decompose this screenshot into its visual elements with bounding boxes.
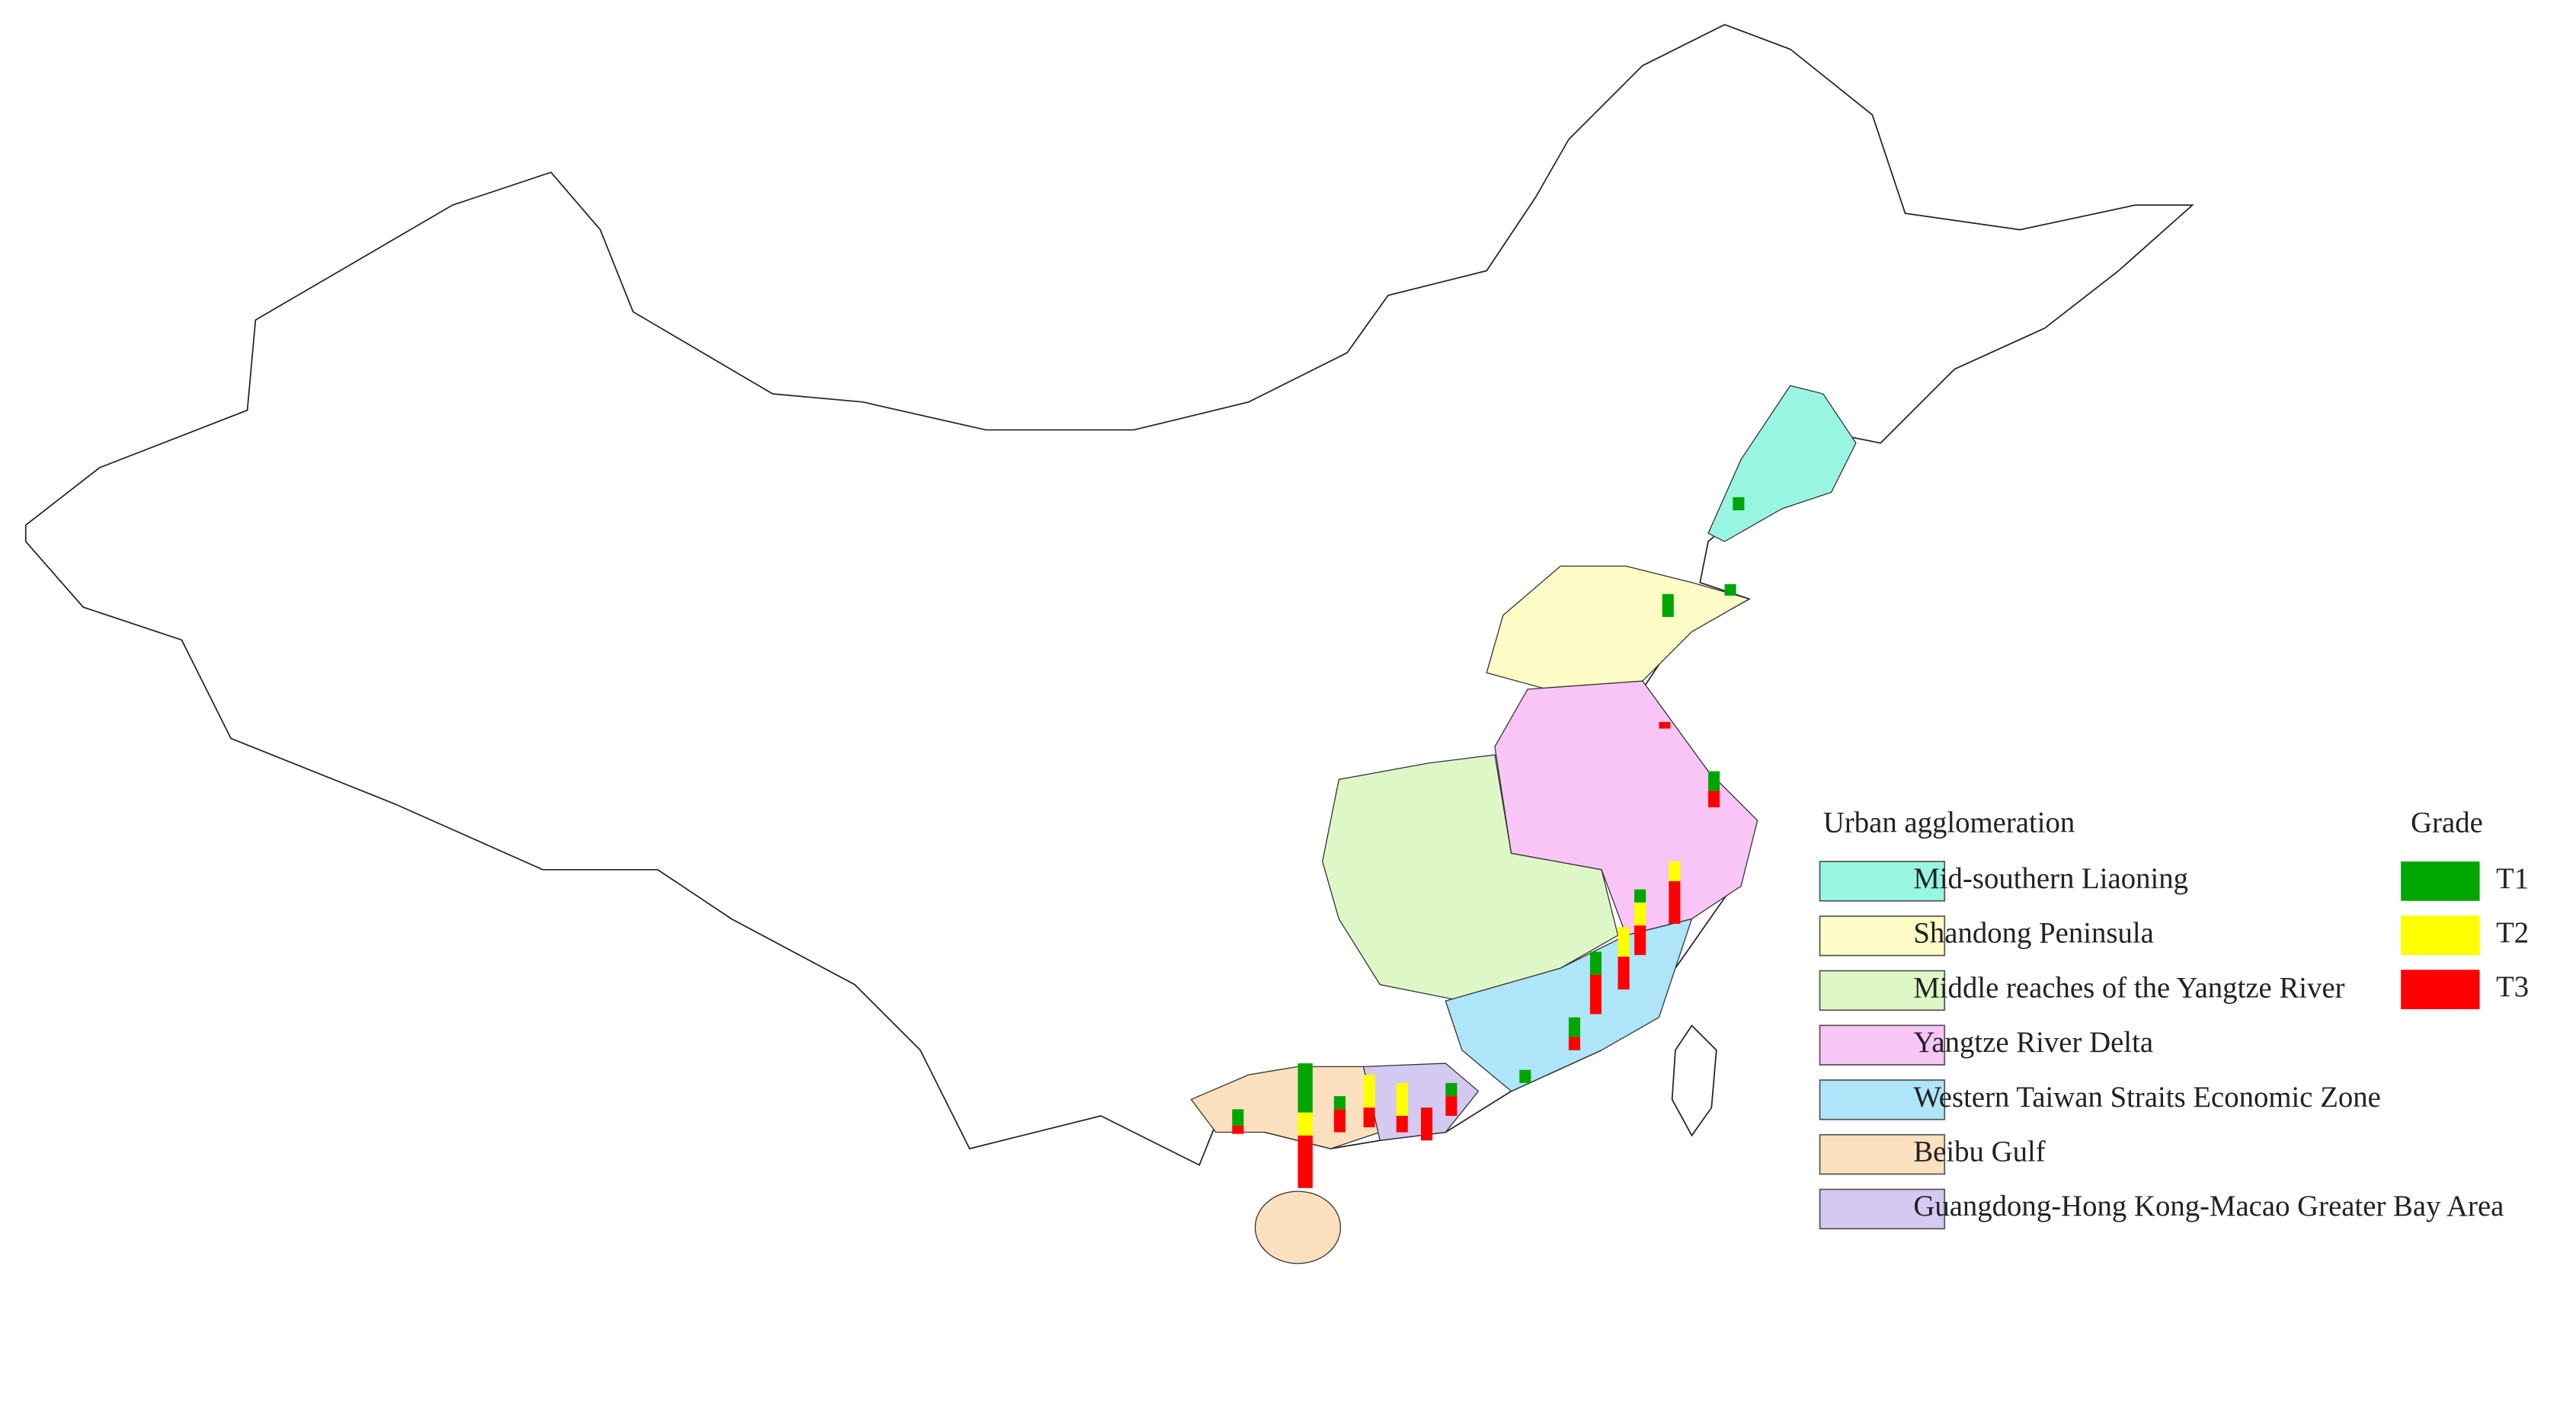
grade-bar (1733, 497, 1745, 511)
map (24, 24, 2194, 1264)
grade-bar (1232, 1109, 1244, 1126)
grade-bar (1669, 880, 1681, 924)
legend-swatch (1819, 1188, 1946, 1230)
grade-bar (1232, 1125, 1244, 1134)
grade-bar (1363, 1075, 1375, 1108)
legend-swatch (1819, 1024, 1946, 1066)
grade-bar (1659, 721, 1671, 729)
grade-bar (1724, 583, 1736, 596)
grade-bar (1634, 902, 1646, 926)
grade-bar (1396, 1082, 1408, 1116)
legend-label: Middle reaches of the Yangtze River (1913, 971, 2344, 1004)
grade-bar (1396, 1115, 1408, 1133)
legend-swatch (1819, 1133, 1946, 1175)
grade-bar (1568, 1037, 1580, 1050)
grade-bar (1589, 951, 1602, 975)
grade-label: T3 (2496, 970, 2529, 1003)
legend-swatch (1819, 970, 1946, 1012)
grade-bar (1669, 861, 1681, 881)
region-greater-bay (1362, 1063, 1480, 1142)
grade-swatch (2401, 916, 2480, 955)
legend-swatch (1819, 1079, 1946, 1120)
grade-bar (1445, 1096, 1458, 1116)
legend-label: Yangtze River Delta (1913, 1026, 2153, 1059)
grade-bar (1519, 1069, 1531, 1083)
region-liaoning (1707, 385, 1857, 542)
grade-bar (1634, 925, 1646, 955)
legend-label: Beibu Gulf (1913, 1136, 2045, 1168)
grade-bars (1232, 497, 1745, 1188)
grade-bar (1618, 927, 1630, 957)
grade-bar (1363, 1107, 1375, 1128)
grade-bar (1708, 791, 1720, 807)
grade-bar (1634, 889, 1646, 903)
grade-bar (1618, 957, 1630, 990)
grade-bar (1298, 1135, 1313, 1188)
grade-label: T2 (2496, 916, 2529, 949)
legend-label: Guangdong-Hong Kong-Macao Greater Bay Ar… (1913, 1190, 2504, 1222)
grade-bar (1568, 1017, 1580, 1037)
legend-swatch (1819, 861, 1946, 902)
taiwan (1671, 1024, 1717, 1137)
region-west-taiwan-straits (1445, 918, 1693, 1092)
grade-label: T1 (2496, 862, 2529, 895)
legend-swatch (1819, 915, 1946, 957)
grade-bar (1445, 1082, 1458, 1097)
legend-label: Shandong Peninsula (1913, 917, 2154, 950)
grade-bar (1333, 1096, 1346, 1110)
grade-bar (1298, 1112, 1313, 1136)
grade-bar (1298, 1063, 1313, 1113)
region-hainan (1254, 1190, 1342, 1264)
grade-title: Grade (2411, 807, 2483, 839)
grade-bar (1708, 771, 1720, 791)
legend: Urban agglomeration Grade Mid-southern L… (1819, 807, 2529, 1230)
grade-bar (1421, 1107, 1433, 1141)
grade-swatch (2401, 861, 2480, 901)
grade-swatch (2401, 970, 2480, 1009)
legend-title: Urban agglomeration (1823, 807, 2075, 839)
grade-bar (1662, 593, 1674, 618)
grade-bar (1589, 974, 1602, 1015)
grade-bar (1333, 1109, 1346, 1133)
legend-label: Western Taiwan Straits Economic Zone (1913, 1081, 2381, 1114)
legend-label: Mid-southern Liaoning (1913, 862, 2188, 895)
region-middle-yangtze (1322, 754, 1619, 1002)
